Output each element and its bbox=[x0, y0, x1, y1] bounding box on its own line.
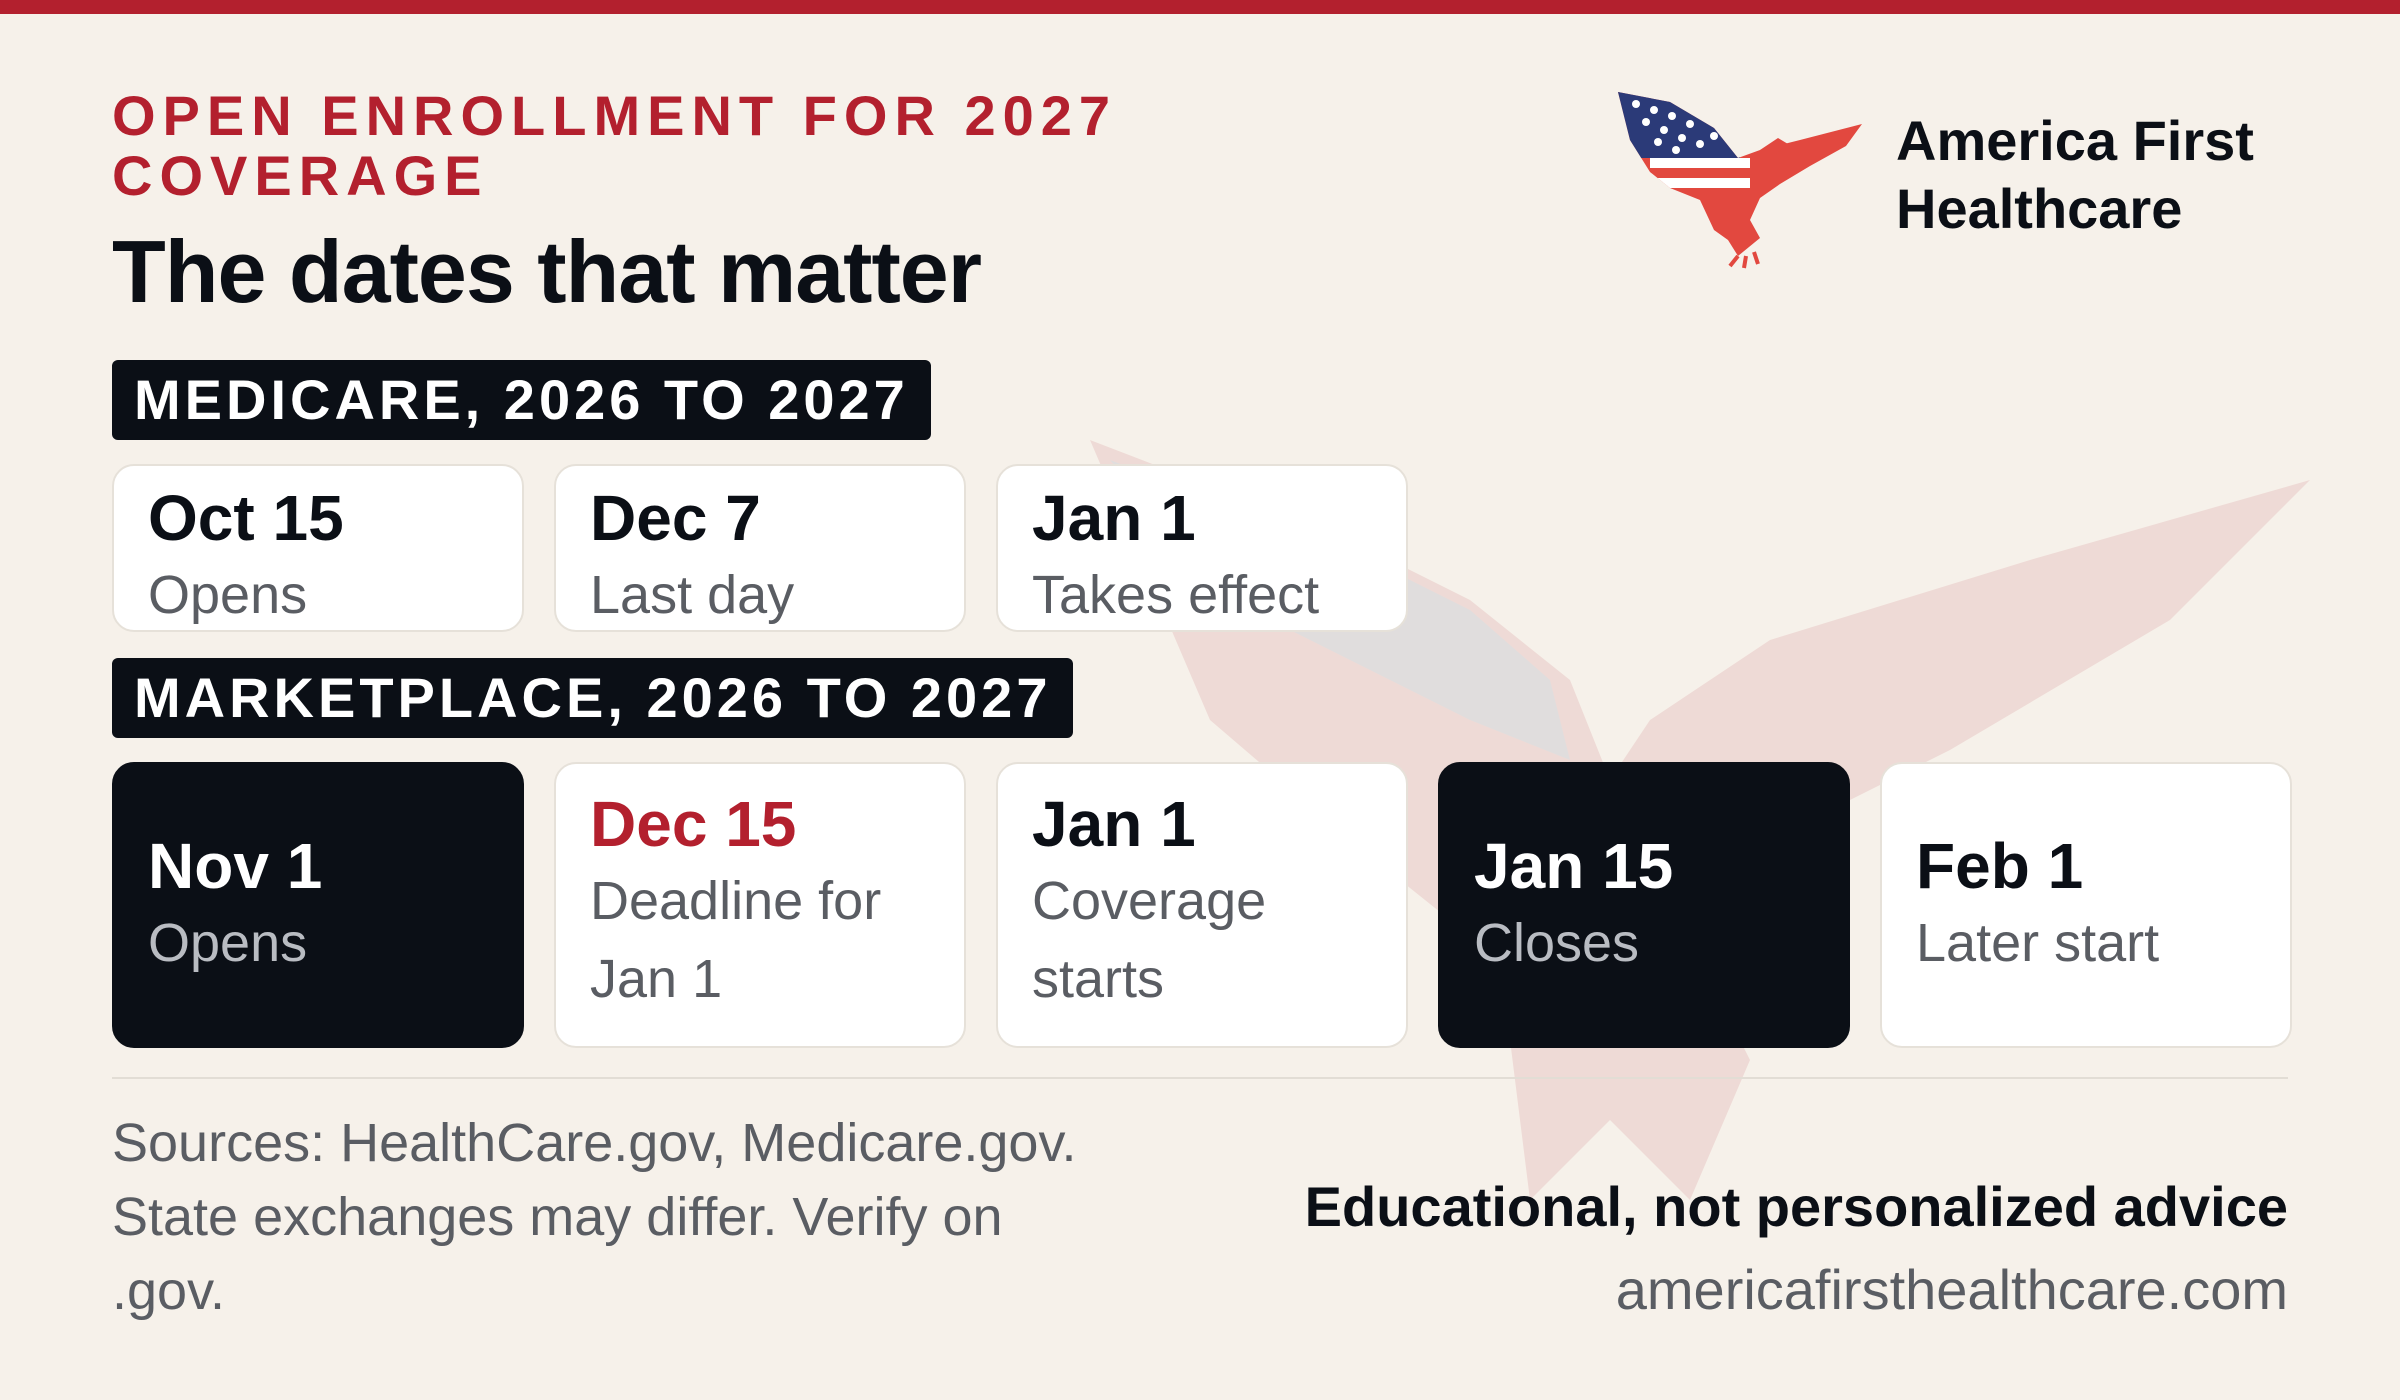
card-description-line1: Coverage bbox=[1032, 871, 1267, 931]
marketplace-card-closes: Jan 15 Closes bbox=[1438, 762, 1850, 1048]
top-accent-bar bbox=[0, 0, 2400, 14]
brand-name: America First Healthcare bbox=[1896, 107, 2254, 243]
medicare-card-opens: Oct 15 Opens bbox=[112, 464, 524, 632]
card-date: Feb 1 bbox=[1916, 830, 2084, 902]
card-description: Opens bbox=[148, 565, 308, 625]
card-description-line1: Deadline for bbox=[590, 871, 882, 931]
card-description-line2: Jan 1 bbox=[590, 949, 723, 1009]
card-description: Takes effect bbox=[1032, 565, 1320, 625]
card-date: Jan 15 bbox=[1474, 830, 1674, 902]
website-url: americafirsthealthcare.com bbox=[1615, 1258, 2288, 1321]
card-description: Closes bbox=[1474, 913, 1640, 973]
card-description: Last day bbox=[590, 565, 795, 625]
brand-lockup: America First Healthcare bbox=[1610, 80, 2254, 270]
card-date: Dec 15 bbox=[590, 788, 797, 860]
disclaimer-text: Educational, not personalized advice bbox=[1304, 1175, 2288, 1238]
card-description: Opens bbox=[148, 913, 308, 973]
sources-note: Sources: HealthCare.gov, Medicare.gov. S… bbox=[112, 1106, 1262, 1328]
medicare-date-cards: Oct 15 Opens Dec 7 Last day Jan 1 Takes … bbox=[112, 464, 1438, 632]
marketplace-card-coverage-starts: Jan 1 Coverage starts bbox=[996, 762, 1408, 1048]
marketplace-section-label: MARKETPLACE, 2026 TO 2027 bbox=[112, 658, 1074, 738]
medicare-card-takes-effect: Jan 1 Takes effect bbox=[996, 464, 1408, 632]
medicare-card-last-day: Dec 7 Last day bbox=[554, 464, 966, 632]
page-title: The dates that matter bbox=[112, 222, 982, 321]
sources-line1: Sources: HealthCare.gov, Medicare.gov. bbox=[112, 1113, 1077, 1173]
card-description-line2: starts bbox=[1032, 949, 1165, 1009]
card-date: Jan 1 bbox=[1032, 482, 1196, 554]
medicare-section-label: MEDICARE, 2026 TO 2027 bbox=[112, 360, 931, 440]
brand-name-line2: Healthcare bbox=[1896, 177, 2183, 240]
card-date: Jan 1 bbox=[1032, 788, 1196, 860]
card-date: Nov 1 bbox=[148, 830, 323, 902]
card-description: Later start bbox=[1916, 913, 2160, 973]
card-date: Dec 7 bbox=[590, 482, 761, 554]
eagle-flag-logo-icon bbox=[1618, 92, 1862, 269]
marketplace-card-opens: Nov 1 Opens bbox=[112, 762, 524, 1048]
marketplace-card-later-start: Feb 1 Later start bbox=[1880, 762, 2292, 1048]
marketplace-date-cards: Nov 1 Opens Dec 15 Deadline for Jan 1 Ja… bbox=[112, 762, 2292, 1048]
eyebrow-heading: OPEN ENROLLMENT FOR 2027 COVERAGE bbox=[112, 84, 1118, 207]
card-date: Oct 15 bbox=[148, 482, 344, 554]
sources-line2: State exchanges may differ. Verify on bbox=[112, 1187, 1003, 1247]
marketplace-card-deadline: Dec 15 Deadline for Jan 1 bbox=[554, 762, 966, 1048]
footer-divider bbox=[112, 1077, 2288, 1079]
sources-line3: .gov. bbox=[112, 1261, 226, 1321]
brand-name-line1: America First bbox=[1896, 109, 2254, 172]
